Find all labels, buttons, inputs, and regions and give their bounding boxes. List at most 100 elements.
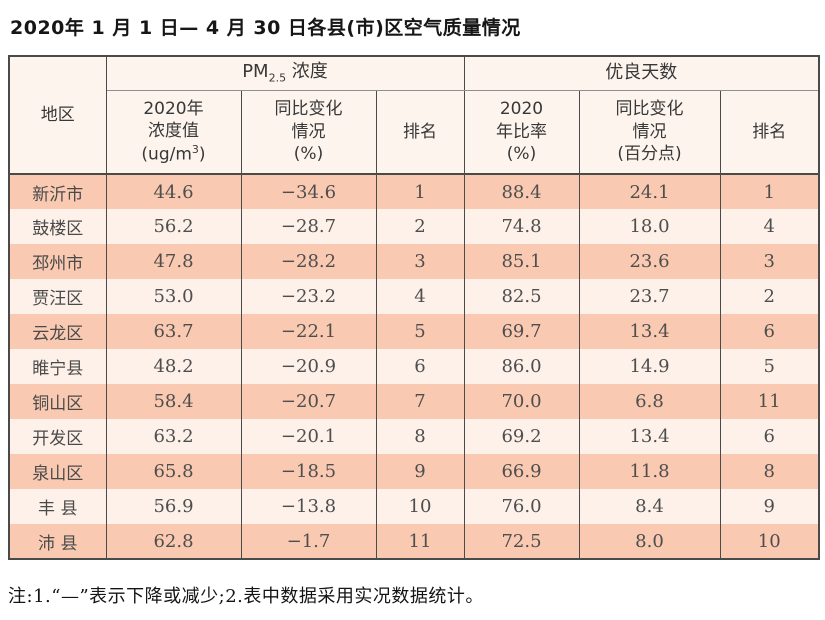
table-row: 贾汪区 53.0 −23.2 4 82.5 23.7 2 xyxy=(8,279,820,314)
cell-pm-rank: 1 xyxy=(375,174,465,209)
table-row: 新沂市 44.6 −34.6 1 88.4 24.1 1 xyxy=(8,174,820,209)
cell-days-change: 24.1 xyxy=(578,174,721,209)
cell-days-change: 18.0 xyxy=(578,209,721,244)
table-row: 鼓楼区 56.2 −28.7 2 74.8 18.0 4 xyxy=(8,209,820,244)
cell-days-change: 11.8 xyxy=(578,454,721,489)
table-row: 铜山区 58.4 −20.7 7 70.0 6.8 11 xyxy=(8,384,820,419)
cell-days-ratio: 85.1 xyxy=(463,244,580,279)
cell-days-rank: 1 xyxy=(719,174,820,209)
cell-days-rank: 10 xyxy=(719,524,820,559)
cell-region: 鼓楼区 xyxy=(8,209,107,244)
cell-days-rank: 5 xyxy=(719,349,820,384)
header-group-row: 地区 PM2.5 浓度 优良天数 xyxy=(8,56,820,175)
cell-pm-change: −28.2 xyxy=(240,244,377,279)
cell-region: 贾汪区 xyxy=(8,279,107,314)
cell-pm-rank: 11 xyxy=(375,524,465,559)
cell-pm-change: −18.5 xyxy=(240,454,377,489)
cell-region: 开发区 xyxy=(8,419,107,454)
cell-days-rank: 6 xyxy=(719,314,820,349)
cell-days-ratio: 86.0 xyxy=(463,349,580,384)
pm25-label-suffix: 浓度 xyxy=(286,61,328,83)
cell-pm-change: −28.7 xyxy=(240,209,377,244)
pm-value-unit-sup: 3 xyxy=(191,142,199,156)
cell-days-change: 13.4 xyxy=(578,314,721,349)
cell-pm-value: 44.6 xyxy=(105,174,242,209)
pm-change-line1: 同比变化 xyxy=(274,99,343,120)
cell-region: 铜山区 xyxy=(8,384,107,419)
cell-region: 邳州市 xyxy=(8,244,107,279)
cell-pm-change: −23.2 xyxy=(240,279,377,314)
col-header-pm-change: 同比变化 情况 (%) xyxy=(240,90,377,175)
cell-days-change: 6.8 xyxy=(578,384,721,419)
cell-days-rank: 8 xyxy=(719,454,820,489)
cell-days-ratio: 74.8 xyxy=(463,209,580,244)
page-title: 2020年 1 月 1 日— 4 月 30 日各县(市)区空气质量情况 xyxy=(10,17,521,39)
cell-days-ratio: 72.5 xyxy=(463,524,580,559)
cell-pm-rank: 8 xyxy=(375,419,465,454)
cell-days-ratio: 82.5 xyxy=(463,279,580,314)
cell-days-ratio: 70.0 xyxy=(463,384,580,419)
pm-change-unit: (%) xyxy=(293,143,324,164)
cell-days-ratio: 69.2 xyxy=(463,419,580,454)
cell-pm-rank: 3 xyxy=(375,244,465,279)
cell-pm-value: 63.7 xyxy=(105,314,242,349)
pm25-label-prefix: PM xyxy=(242,61,269,83)
cell-pm-value: 47.8 xyxy=(105,244,242,279)
cell-region: 云龙区 xyxy=(8,314,107,349)
cell-days-change: 23.7 xyxy=(578,279,721,314)
cell-pm-value: 65.8 xyxy=(105,454,242,489)
cell-pm-rank: 9 xyxy=(375,454,465,489)
col-header-days-change: 同比变化 情况 (百分点) xyxy=(578,90,721,175)
cell-pm-change: −13.8 xyxy=(240,489,377,524)
cell-days-ratio: 88.4 xyxy=(463,174,580,209)
pm25-label-subscript: 2.5 xyxy=(268,71,287,85)
col-group-pm25: PM2.5 浓度 xyxy=(105,56,465,91)
col-group-good-days: 优良天数 xyxy=(463,56,820,91)
days-ratio-line1: 2020 xyxy=(499,99,544,120)
cell-region: 沛 县 xyxy=(8,524,107,559)
cell-days-change: 8.4 xyxy=(578,489,721,524)
table-row: 邳州市 47.8 −28.2 3 85.1 23.6 3 xyxy=(8,244,820,279)
table-row: 泉山区 65.8 −18.5 9 66.9 11.8 8 xyxy=(8,454,820,489)
cell-pm-rank: 2 xyxy=(375,209,465,244)
cell-pm-rank: 4 xyxy=(375,279,465,314)
pm-value-line2: 浓度值 xyxy=(148,121,199,142)
days-change-line1: 同比变化 xyxy=(615,99,684,120)
cell-pm-rank: 7 xyxy=(375,384,465,419)
cell-pm-value: 56.2 xyxy=(105,209,242,244)
cell-pm-value: 62.8 xyxy=(105,524,242,559)
cell-region: 泉山区 xyxy=(8,454,107,489)
col-header-days-rank: 排名 xyxy=(719,90,820,175)
cell-pm-value: 53.0 xyxy=(105,279,242,314)
cell-region: 丰 县 xyxy=(8,489,107,524)
cell-pm-rank: 6 xyxy=(375,349,465,384)
cell-pm-rank: 10 xyxy=(375,489,465,524)
cell-days-change: 14.9 xyxy=(578,349,721,384)
cell-pm-change: −20.9 xyxy=(240,349,377,384)
col-header-pm-value: 2020年 浓度值 (ug/m3) xyxy=(105,90,242,175)
col-header-pm-rank: 排名 xyxy=(375,90,465,175)
cell-days-change: 8.0 xyxy=(578,524,721,559)
cell-pm-change: −20.7 xyxy=(240,384,377,419)
table-row: 睢宁县 48.2 −20.9 6 86.0 14.9 5 xyxy=(8,349,820,384)
table-row: 沛 县 62.8 −1.7 11 72.5 8.0 10 xyxy=(8,524,820,559)
air-quality-table: 地区 PM2.5 浓度 优良天数 2020年 浓度值 (ug/m3) 同比变化 … xyxy=(8,55,820,560)
table-row: 云龙区 63.7 −22.1 5 69.7 13.4 6 xyxy=(8,314,820,349)
days-ratio-line2: 年比率 xyxy=(496,121,547,142)
table-row: 开发区 63.2 −20.1 8 69.2 13.4 6 xyxy=(8,419,820,454)
table-row: 丰 县 56.9 −13.8 10 76.0 8.4 9 xyxy=(8,489,820,524)
cell-pm-value: 63.2 xyxy=(105,419,242,454)
cell-pm-value: 48.2 xyxy=(105,349,242,384)
cell-days-ratio: 69.7 xyxy=(463,314,580,349)
col-header-region: 地区 xyxy=(8,56,107,175)
pm-change-line2: 情况 xyxy=(291,121,326,142)
cell-days-change: 23.6 xyxy=(578,244,721,279)
footnote: 注:1.“—”表示下降或减少;2.表中数据采用实况数据统计。 xyxy=(8,586,484,607)
cell-pm-rank: 5 xyxy=(375,314,465,349)
cell-pm-value: 56.9 xyxy=(105,489,242,524)
cell-pm-change: −1.7 xyxy=(240,524,377,559)
cell-region: 睢宁县 xyxy=(8,349,107,384)
days-ratio-unit: (%) xyxy=(506,143,537,164)
cell-days-ratio: 76.0 xyxy=(463,489,580,524)
